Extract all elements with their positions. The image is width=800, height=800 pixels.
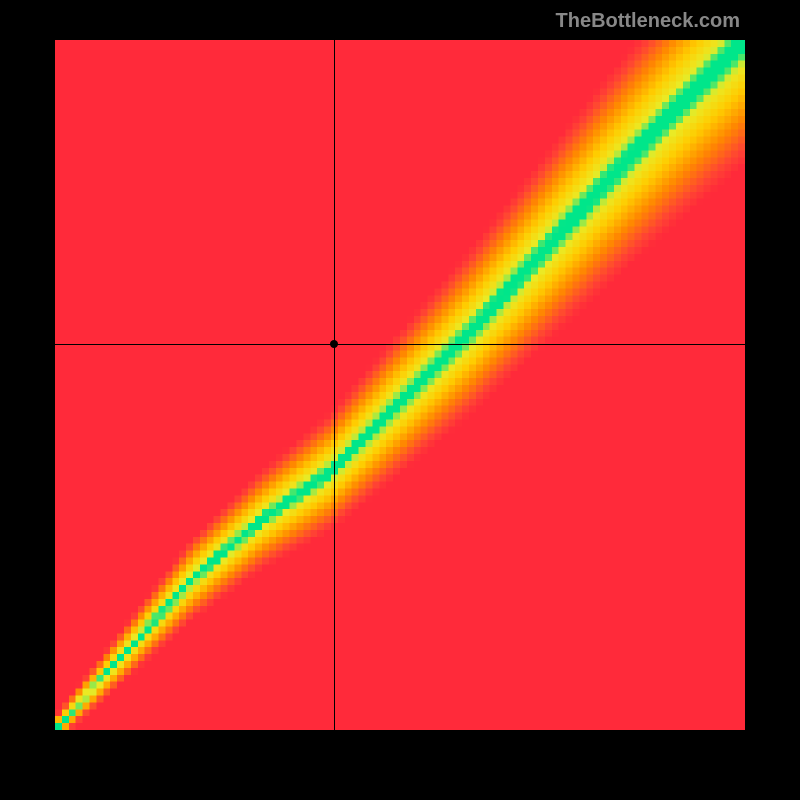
crosshair-horizontal: [55, 344, 745, 345]
marker-point: [330, 340, 338, 348]
watermark-label: TheBottleneck.com: [556, 10, 740, 33]
heatmap-plot: [55, 40, 745, 730]
chart-container: TheBottleneck.com: [0, 0, 800, 800]
crosshair-vertical: [334, 40, 335, 730]
heatmap-canvas: [55, 40, 745, 730]
